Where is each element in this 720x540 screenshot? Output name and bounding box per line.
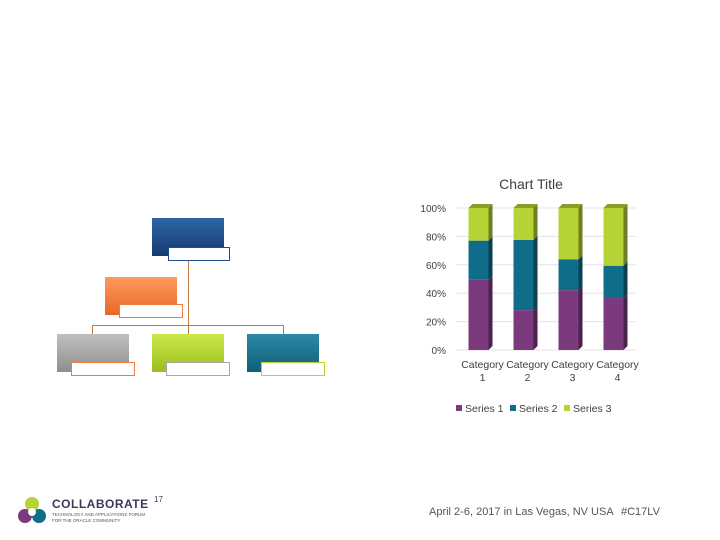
svg-text:Series 3: Series 3 xyxy=(573,403,612,415)
connector-right xyxy=(283,325,284,334)
bar-segment-1-category-4[interactable] xyxy=(603,294,628,350)
bar-segment-2-category-1[interactable] xyxy=(468,236,493,280)
org-label-mid[interactable] xyxy=(119,304,183,318)
org-label-bottom-3[interactable] xyxy=(261,362,325,376)
bar-segment-3-category-1[interactable] xyxy=(468,204,493,241)
bar-segment-2-category-4[interactable] xyxy=(603,261,628,299)
x-tick-label: Category 1 xyxy=(461,359,504,384)
bar-segment-1-category-2[interactable] xyxy=(513,306,538,350)
legend-item: Series 1 xyxy=(456,403,504,415)
bar-segment-1-category-1[interactable] xyxy=(468,275,493,350)
bar-segment-3-category-3[interactable] xyxy=(558,204,583,260)
logo-mark-icon xyxy=(18,497,46,523)
y-tick-label: 80% xyxy=(426,232,446,243)
connector-vertical-top xyxy=(188,255,189,325)
y-tick-label: 40% xyxy=(426,289,446,300)
connector-left xyxy=(92,325,93,334)
y-tick-label: 60% xyxy=(426,261,446,272)
y-tick-label: 20% xyxy=(426,318,446,329)
y-tick-label: 0% xyxy=(432,346,447,357)
chart-title: Chart Title xyxy=(499,176,563,192)
org-label-top[interactable] xyxy=(168,247,230,261)
logo-text: COLLABORATE xyxy=(52,497,149,511)
y-tick-label: 100% xyxy=(420,204,446,215)
x-tick-label: Category 4 xyxy=(596,359,639,384)
logo-tagline-1: TECHNOLOGY AND APPLICATIONS FORUM xyxy=(52,512,146,517)
connector-center xyxy=(188,325,189,334)
svg-text:Series 2: Series 2 xyxy=(519,403,558,415)
bar-segment-3-category-4[interactable] xyxy=(603,204,628,266)
logo-superscript: 17 xyxy=(154,495,163,504)
bar-segment-3-category-2[interactable] xyxy=(513,204,538,240)
org-label-bottom-2[interactable] xyxy=(166,362,230,376)
legend-item: Series 3 xyxy=(564,403,612,415)
event-hashtag: #C17LV xyxy=(621,506,660,518)
logo-tagline-2: FOR THE ORACLE COMMUNITY xyxy=(52,518,121,523)
x-tick-label: Category 2 xyxy=(506,359,549,384)
stacked-bar-chart: Chart Title 0% 20% 40% 60% 80% 100% Category 1… xyxy=(420,176,639,415)
collaborate-logo: COLLABORATE 17 TECHNOLOGY AND APPLICATIO… xyxy=(16,495,176,527)
bar-segment-1-category-3[interactable] xyxy=(558,286,583,350)
event-date-location: April 2-6, 2017 in Las Vegas, NV USA xyxy=(429,506,614,518)
org-label-bottom-1[interactable] xyxy=(71,362,135,376)
bar-segment-2-category-3[interactable] xyxy=(558,255,583,291)
svg-text:Series 1: Series 1 xyxy=(465,403,504,415)
legend-item: Series 2 xyxy=(510,403,558,415)
x-tick-label: Category 3 xyxy=(551,359,594,384)
bar-segment-2-category-2[interactable] xyxy=(513,235,538,311)
